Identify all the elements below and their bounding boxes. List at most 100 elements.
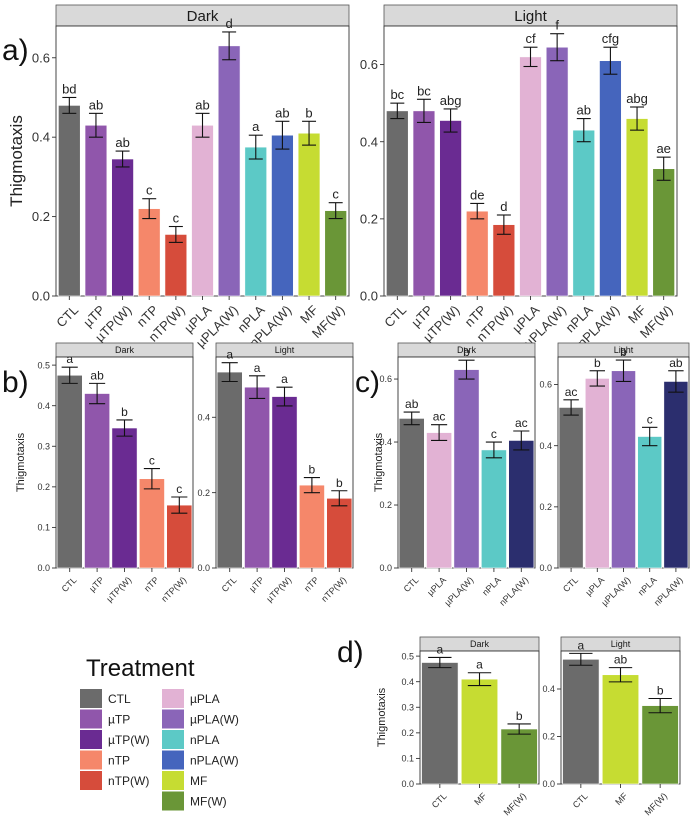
y-tick-label: 0.0 (401, 779, 414, 789)
chart-d-light: Light 0.0 0.2 0.4 a CTL ab MF b MF(W) (542, 636, 681, 818)
significance-letter: c (491, 427, 497, 441)
x-tick-label: nTP(W) (159, 575, 188, 604)
panel-labels: a) b) c) d) (2, 34, 380, 669)
legend-swatch-µPLA (162, 689, 184, 708)
bar-µTP (244, 386, 271, 569)
x-tick-label: MF (472, 791, 489, 808)
bar-MF (460, 678, 499, 785)
significance-letter: ab (195, 97, 209, 112)
legend-label: µTP(W) (108, 733, 150, 747)
panel-label-a: a) (2, 34, 29, 67)
significance-letter: b (121, 405, 128, 419)
significance-letter: a (281, 372, 288, 386)
x-tick-label: nPLA(W) (497, 575, 530, 608)
bar-µPLA(W) (453, 369, 480, 569)
legend-swatch-CTL (80, 689, 102, 708)
bar-CTL (421, 662, 459, 785)
facet-title: Dark (470, 639, 490, 649)
y-axis-label: Thigmotaxis (15, 432, 27, 492)
bar-µPLA (519, 56, 542, 297)
x-tick-label: nTP (302, 575, 321, 594)
bar-CTL (558, 407, 584, 569)
bar-µTP(W) (111, 158, 134, 297)
bar-µPLA (191, 124, 214, 297)
bar-nTP(W) (492, 224, 516, 297)
bar-µTP(W) (111, 427, 138, 569)
y-tick-label: 0.2 (542, 732, 555, 742)
bar-nPLA(W) (271, 134, 294, 297)
facet-title: Light (275, 345, 295, 355)
panel-label-c: c) (355, 366, 380, 399)
x-tick-label: CTL (571, 791, 590, 810)
significance-letter: ab (90, 368, 104, 382)
legend-label: nTP(W) (108, 774, 149, 788)
bar-µTP(W) (271, 396, 298, 569)
significance-letter: a (436, 642, 443, 656)
significance-letter: a (66, 352, 73, 366)
legend-swatch-µPLA(W) (162, 709, 184, 729)
y-tick-label: 0.2 (32, 209, 50, 224)
y-tick-label: 0.4 (32, 130, 50, 145)
y-tick-label: 0.0 (379, 563, 392, 573)
bar-MF(W) (652, 168, 675, 297)
significance-letter: ab (577, 103, 591, 118)
legend-label: nPLA (190, 733, 219, 747)
x-tick-label: CTL (430, 791, 449, 810)
bar-nTP(W) (164, 234, 188, 297)
y-tick-label: 0.1 (37, 523, 50, 533)
y-tick-label: 0.2 (360, 211, 378, 226)
legend-swatch-MF(W) (162, 791, 184, 811)
significance-letter: ab (669, 356, 683, 370)
significance-letter: b (336, 476, 343, 490)
legend-title: Treatment (86, 655, 195, 682)
significance-letter: de (470, 187, 484, 202)
significance-letter: d (500, 199, 507, 214)
y-tick-label: 0.2 (401, 728, 414, 738)
significance-letter: b (516, 709, 523, 723)
bar-µTP (84, 393, 111, 569)
bar-µPLA(W) (545, 46, 569, 297)
x-tick-label: nTP(W) (319, 575, 348, 604)
y-tick-label: 0.2 (379, 500, 392, 510)
significance-letter: ac (515, 416, 528, 430)
x-tick-label: CTL (220, 575, 239, 594)
legend-label: MF(W) (190, 795, 227, 809)
legend-label: MF (190, 774, 207, 788)
y-tick-label: 0.0 (360, 289, 378, 304)
bar-µTP (84, 124, 108, 297)
x-tick-label: nPLA(W) (652, 575, 685, 608)
x-tick-label: µPLA (583, 575, 606, 598)
significance-letter: c (173, 211, 180, 226)
significance-letter: ab (275, 105, 289, 120)
x-tick-label: MF(W) (502, 791, 529, 818)
facet-title: Dark (115, 345, 135, 355)
significance-letter: ab (614, 653, 628, 667)
bar-µPLA(W) (217, 45, 241, 297)
y-tick-label: 0.6 (360, 57, 378, 72)
significance-letter: b (657, 684, 664, 698)
y-tick-label: 0.0 (32, 289, 50, 304)
significance-letter: c (146, 183, 153, 198)
significance-letter: d (226, 16, 233, 31)
y-axis-label: Thigmotaxis (373, 432, 385, 492)
bar-MF(W) (641, 705, 679, 785)
bar-CTL (56, 374, 83, 569)
x-tick-label: µPLA (425, 575, 448, 598)
legend-label: CTL (108, 692, 131, 706)
bar-MF (625, 118, 649, 297)
significance-letter: b (305, 105, 312, 120)
y-tick-label: 0.4 (37, 401, 50, 411)
bar-MF(W) (324, 210, 347, 297)
significance-letter: cfg (602, 31, 619, 46)
y-axis-label: Thigmotaxis (7, 115, 26, 207)
bar-MF (601, 674, 640, 785)
x-tick-label: MF(W) (643, 791, 670, 818)
legend-swatch-MF (162, 771, 184, 790)
x-tick-label: µTP(W) (104, 575, 133, 604)
significance-letter: bd (62, 81, 76, 96)
y-tick-label: 0.2 (539, 502, 552, 512)
legend-label: nTP (108, 754, 130, 768)
significance-letter: b (594, 356, 601, 370)
bar-nPLA (637, 436, 663, 569)
